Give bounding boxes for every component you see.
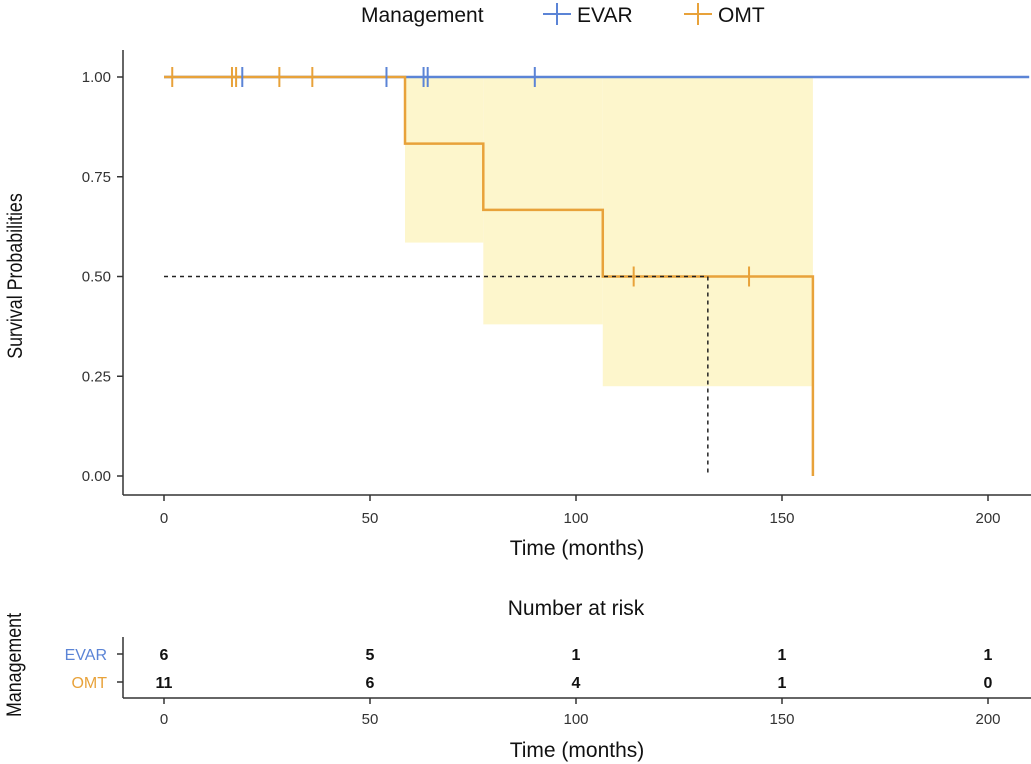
main-x-axis-title: Time (months) — [510, 537, 645, 560]
risk-count-evar-0: 6 — [160, 647, 169, 664]
risk-count-evar-150: 1 — [778, 647, 787, 664]
risk-count-omt-50: 6 — [366, 675, 375, 692]
legend-evar-label: EVAR — [577, 4, 633, 27]
risk-x-tick-label-3: 150 — [769, 711, 794, 728]
main-x-tick-label-0: 0 — [160, 510, 168, 527]
risk-x-ticks: 0 50 100 150 200 — [160, 698, 1001, 728]
risk-x-tick-label-0: 0 — [160, 711, 168, 728]
risk-row-label-evar: EVAR — [65, 647, 107, 664]
risk-x-tick-label-1: 50 — [362, 711, 379, 728]
risk-count-omt-100: 4 — [572, 675, 581, 692]
main-x-tick-label-2: 100 — [563, 510, 588, 527]
risk-count-omt-200: 0 — [984, 675, 993, 692]
risk-row-label-omt: OMT — [71, 675, 107, 692]
main-y-ticks: 0.00 0.25 0.50 0.75 1.00 — [82, 69, 123, 485]
survival-curves-layer — [164, 75, 1030, 476]
main-x-tick-label-3: 150 — [769, 510, 794, 527]
omt-survival-curve — [164, 75, 815, 476]
legend-omt-label: OMT — [718, 4, 765, 27]
risk-y-axis-title: Management — [3, 612, 27, 717]
main-x-ticks: 0 50 100 150 200 — [160, 495, 1001, 527]
legend-entry-omt: OMT — [684, 3, 765, 27]
omt-ci-band-2 — [602, 77, 813, 387]
risk-x-tick-label-2: 100 — [563, 711, 588, 728]
main-y-tick-label-4: 1.00 — [82, 69, 111, 86]
censor-marks-layer — [171, 67, 751, 287]
risk-x-tick-label-4: 200 — [975, 711, 1000, 728]
main-y-axis-title: Survival Probabilities — [4, 193, 28, 359]
main-y-tick-label-1: 0.25 — [82, 368, 111, 385]
legend: Management EVAR OMT — [361, 3, 765, 27]
risk-count-evar-50: 5 — [366, 647, 375, 664]
omt-ci-band-0 — [405, 77, 484, 243]
main-x-tick-label-1: 50 — [362, 510, 379, 527]
risk-count-evar-200: 1 — [984, 647, 993, 664]
main-y-tick-label-3: 0.75 — [82, 169, 111, 186]
legend-title: Management — [361, 4, 484, 27]
risk-count-evar-100: 1 — [572, 647, 581, 664]
risk-x-axis-title: Time (months) — [510, 739, 645, 762]
main-y-tick-label-0: 0.00 — [82, 468, 111, 485]
legend-entry-evar: EVAR — [543, 3, 633, 27]
risk-count-omt-0: 11 — [156, 675, 173, 692]
confidence-band-layer — [405, 77, 813, 387]
risk-count-omt-150: 1 — [778, 675, 787, 692]
omt-ci-band-1 — [483, 77, 603, 325]
risk-table-title: Number at risk — [508, 597, 645, 620]
survival-plot: 0.00 0.25 0.50 0.75 1.00 0 50 100 150 200 Time (… — [4, 50, 1031, 560]
main-y-tick-label-2: 0.50 — [82, 269, 111, 286]
main-x-tick-label-4: 200 — [975, 510, 1000, 527]
median-lines-layer — [164, 275, 709, 476]
